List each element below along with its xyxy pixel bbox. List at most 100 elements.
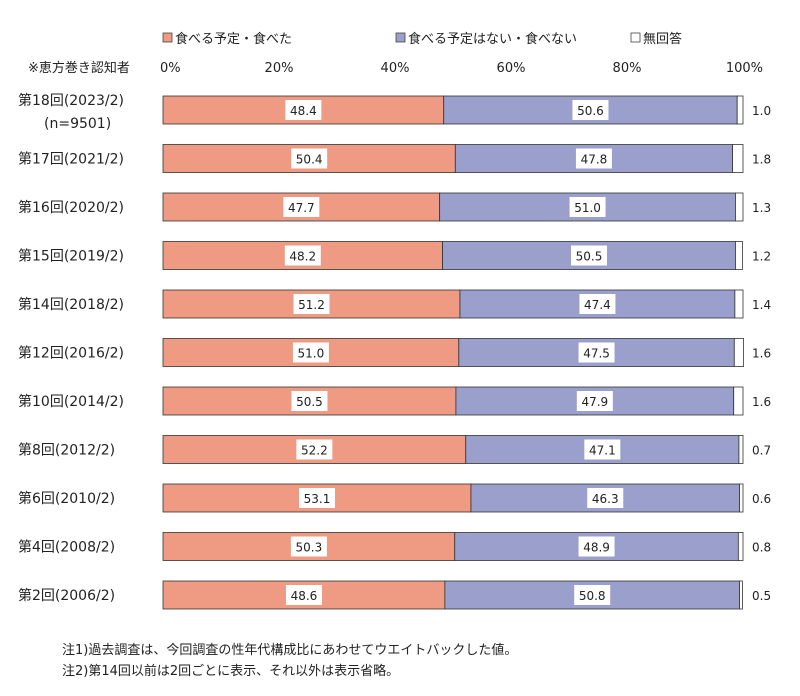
data-label-box (292, 342, 329, 363)
legend-label: 食べる予定はない・食べない (408, 31, 577, 47)
data-label: 47.5 (583, 347, 610, 361)
category-label: 第18回(2023/2) (18, 92, 124, 109)
bar-row: 第4回(2008/2) 50.3 48.9 0.8 (18, 532, 771, 561)
data-label: 50.8 (579, 589, 606, 603)
legend-swatch (162, 32, 173, 43)
data-label-box (578, 536, 615, 557)
category-sublabel: (n=9501) (44, 116, 111, 132)
data-label-no-answer: 0.7 (752, 444, 771, 458)
data-label-box (571, 245, 608, 266)
data-label-no-answer: 1.8 (752, 153, 771, 167)
data-label-no-answer: 1.6 (752, 347, 771, 361)
data-label: 52.2 (301, 444, 328, 458)
data-label-box (293, 294, 330, 314)
bar-row: 第8回(2012/2) 52.2 47.1 0.7 (18, 435, 771, 464)
x-tick-label: 40% (381, 61, 410, 76)
category-label: 第12回(2016/2) (18, 345, 124, 362)
data-label: 47.1 (589, 444, 616, 458)
data-label: 51.0 (574, 201, 601, 215)
data-label-box (576, 391, 613, 411)
category-label: 第4回(2008/2) (18, 539, 115, 556)
data-label: 47.7 (288, 201, 315, 215)
data-label: 46.3 (592, 492, 619, 506)
x-tick-label: 80% (613, 61, 642, 76)
data-label-box (575, 148, 612, 169)
bar-segment-3 (732, 144, 744, 173)
bar-row: 第17回(2021/2) 50.4 47.8 1.8 (18, 144, 771, 173)
x-tick-label: 60% (497, 61, 526, 76)
bar-segment-3 (737, 532, 744, 561)
data-label: 50.6 (577, 104, 604, 118)
data-label: 50.3 (296, 541, 323, 555)
bar-row: 第12回(2016/2) 51.0 47.5 1.6 (18, 338, 771, 367)
bar-segment-3 (738, 435, 744, 464)
data-label-no-answer: 0.5 (752, 589, 771, 603)
data-label: 50.5 (296, 395, 323, 409)
data-label-box (298, 488, 335, 508)
data-label-no-answer: 0.6 (752, 492, 771, 506)
data-label: 47.9 (581, 395, 608, 409)
bar-segment-3 (733, 386, 744, 416)
data-label: 48.6 (291, 589, 318, 603)
category-label: 第8回(2012/2) (18, 442, 115, 459)
data-label-box (285, 100, 322, 120)
data-label-no-answer: 1.4 (752, 298, 771, 312)
data-label-box (572, 100, 609, 120)
data-label-no-answer: 1.2 (752, 250, 771, 264)
data-label-box (587, 488, 624, 508)
data-label-box (283, 197, 320, 217)
footnote-2: 注2)第14回以前は2回ごとに表示、それ以外は表示省略。 (62, 664, 400, 679)
legend-swatch (395, 32, 406, 43)
data-label-box (296, 439, 333, 460)
data-label-box (291, 148, 328, 169)
data-label: 48.9 (583, 541, 610, 555)
data-label-box (290, 536, 327, 557)
legend-label: 無回答 (643, 31, 682, 47)
category-label: 第15回(2019/2) (18, 248, 124, 265)
data-label-box (291, 391, 328, 411)
bar-segment-3 (736, 95, 744, 125)
x-tick-label: 20% (265, 61, 294, 76)
data-label: 48.4 (290, 104, 317, 118)
data-label-box (584, 439, 621, 460)
data-label: 51.0 (298, 347, 325, 361)
bar-row: 第18回(2023/2) (n=9501) 48.4 50.6 1.0 (18, 92, 771, 132)
data-label-box (569, 197, 606, 217)
footnote-1: 注1)過去調査は、今回調査の性年代構成比にあわせてウエイトバックした値。 (62, 643, 518, 658)
bar-row: 第14回(2018/2) 51.2 47.4 1.4 (18, 289, 771, 319)
bar-row: 第10回(2014/2) 50.5 47.9 1.6 (18, 386, 771, 416)
bar-segment-3 (739, 580, 743, 610)
chart-subtitle: ※恵方巻き認知者 (28, 60, 130, 76)
data-label-box (578, 342, 615, 363)
bar-row: 第15回(2019/2) 48.2 50.5 1.2 (18, 241, 771, 270)
data-label-box (579, 294, 616, 314)
data-label: 50.4 (296, 153, 323, 167)
legend-label: 食べる予定・食べた (175, 31, 292, 47)
data-label-no-answer: 1.6 (752, 395, 771, 409)
data-label-no-answer: 1.3 (752, 201, 771, 215)
legend-swatch (630, 32, 641, 43)
bar-segment-3 (735, 241, 743, 270)
category-label: 第10回(2014/2) (18, 393, 124, 410)
data-label-box (574, 585, 611, 605)
category-label: 第16回(2020/2) (18, 199, 124, 216)
legend: 食べる予定・食べた 食べる予定はない・食べない 無回答 (162, 31, 682, 47)
category-label: 第6回(2010/2) (18, 490, 115, 507)
data-label: 51.2 (298, 298, 325, 312)
category-label: 第2回(2006/2) (18, 587, 115, 604)
category-label: 第17回(2021/2) (18, 151, 124, 168)
data-label: 47.4 (584, 298, 611, 312)
data-label: 50.5 (576, 250, 603, 264)
bar-segment-3 (735, 192, 744, 222)
x-axis: 0% 20% 40% 60% 80% 100% (160, 61, 763, 76)
data-label-box (285, 585, 322, 605)
data-label-no-answer: 1.0 (752, 104, 771, 118)
bar-row: 第2回(2006/2) 48.6 50.8 0.5 (18, 580, 771, 610)
bar-segment-3 (734, 289, 744, 319)
bar-segment-3 (733, 338, 744, 367)
data-label: 48.2 (289, 250, 316, 264)
bar-row: 第6回(2010/2) 53.1 46.3 0.6 (18, 483, 771, 513)
bar-segment-3 (739, 483, 744, 513)
data-label-no-answer: 0.8 (752, 541, 771, 555)
